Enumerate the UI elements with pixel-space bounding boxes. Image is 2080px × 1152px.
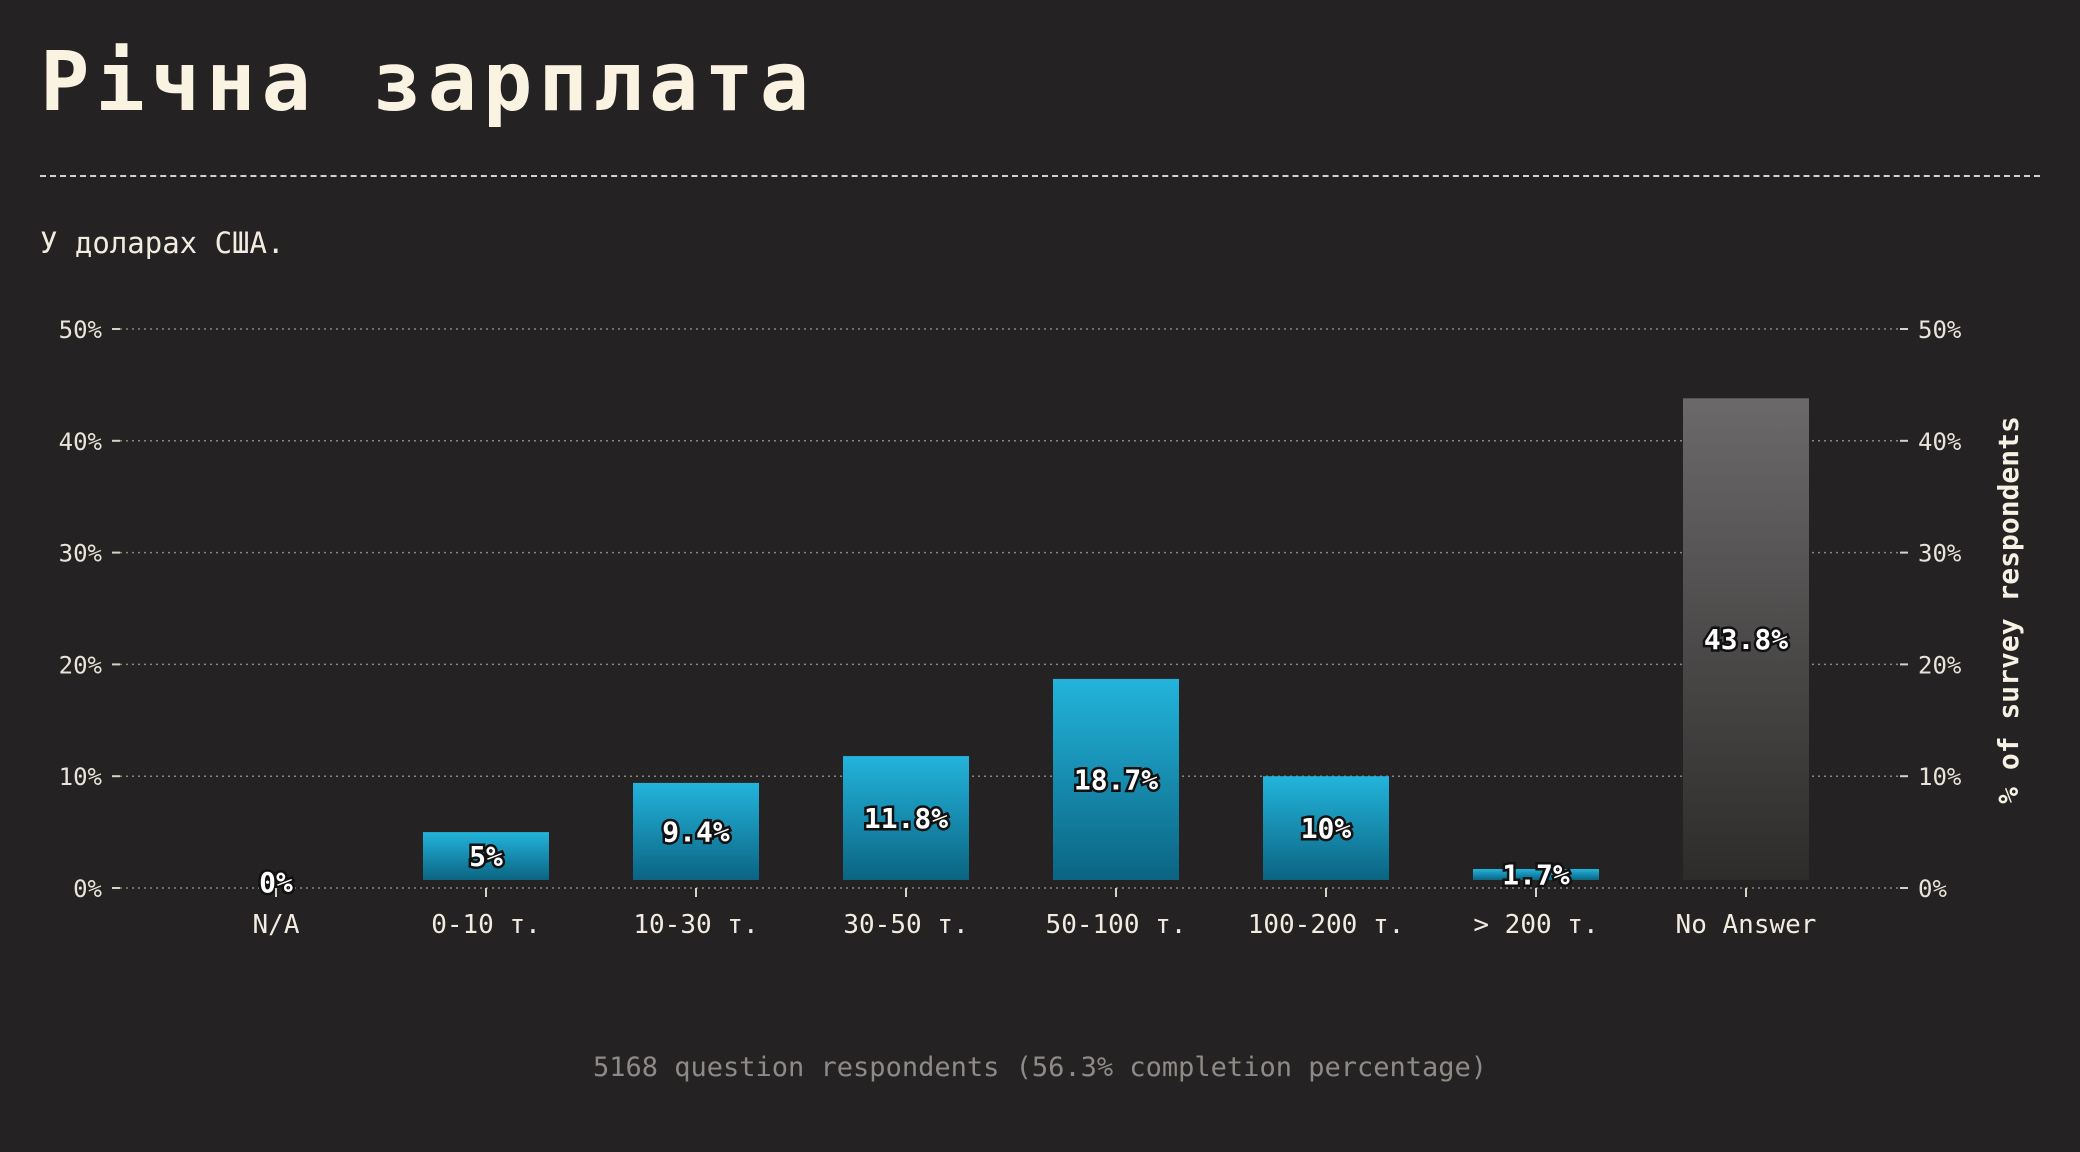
category-label: N/A	[253, 910, 300, 940]
value-label: 11.8%	[864, 802, 948, 835]
category-label: 30-50 т.	[843, 910, 968, 940]
y-tick-label-left: 50%	[59, 316, 103, 344]
bar-5	[1263, 776, 1389, 880]
grid-lines	[120, 328, 1900, 889]
y-tick-label-right: 0%	[1918, 875, 1947, 903]
value-label: 18.7%	[1074, 763, 1158, 796]
y-axis-ticks: 0% 0% 10% 10% 20% 20% 30% 30% 40% 40% 50% 50%	[59, 316, 1962, 903]
bar-4	[1053, 678, 1179, 880]
chart-subtitle: У доларах США.	[40, 226, 285, 260]
value-labels: 0%5%9.4% 11.8%18.7%10%1.7%43.8%	[257, 621, 1791, 902]
y-tick-label-right: 10%	[1918, 763, 1962, 791]
y-tick-label-left: 0%	[73, 875, 102, 903]
y-tick-label-left: 10%	[59, 763, 103, 791]
category-label: 10-30 т.	[633, 910, 758, 940]
bar-6	[1473, 868, 1599, 880]
category-label: > 200 т.	[1473, 910, 1598, 940]
y-tick-label-right: 50%	[1918, 316, 1962, 344]
category-label: 0-10 т.	[431, 910, 541, 940]
value-label: 1.7%	[1502, 858, 1570, 891]
bar-3	[843, 756, 969, 880]
y-tick-label-right: 40%	[1918, 428, 1962, 456]
bar-1	[423, 832, 549, 880]
y-tick-label-right: 20%	[1918, 651, 1962, 679]
y-tick-label-left: 30%	[59, 540, 103, 568]
y-tick-label-left: 20%	[59, 651, 103, 679]
chart-title: Річна зарплата	[40, 35, 816, 130]
y-tick-label-left: 40%	[59, 428, 103, 456]
bar-7	[1683, 398, 1809, 880]
y-tick-label-right: 30%	[1918, 540, 1962, 568]
bars	[423, 398, 1809, 880]
value-label: 43.8%	[1704, 623, 1788, 656]
y-axis-title: % of survey respondents	[1992, 416, 2025, 804]
value-label: 10%	[1301, 812, 1352, 845]
x-axis-categories: N/A 0-10 т. 10-30 т. 30-50 т. 50-100 т. 100-2…	[253, 888, 1817, 940]
value-label: 5%	[469, 840, 503, 873]
title-divider	[40, 175, 2040, 177]
category-label: 50-100 т.	[1046, 910, 1187, 940]
value-label: 9.4%	[662, 815, 730, 848]
category-label: No Answer	[1676, 910, 1817, 940]
category-label: 100-200 т.	[1248, 910, 1405, 940]
respondents-note: 5168 question respondents (56.3% complet…	[592, 1052, 1488, 1083]
bar-2	[633, 782, 759, 880]
